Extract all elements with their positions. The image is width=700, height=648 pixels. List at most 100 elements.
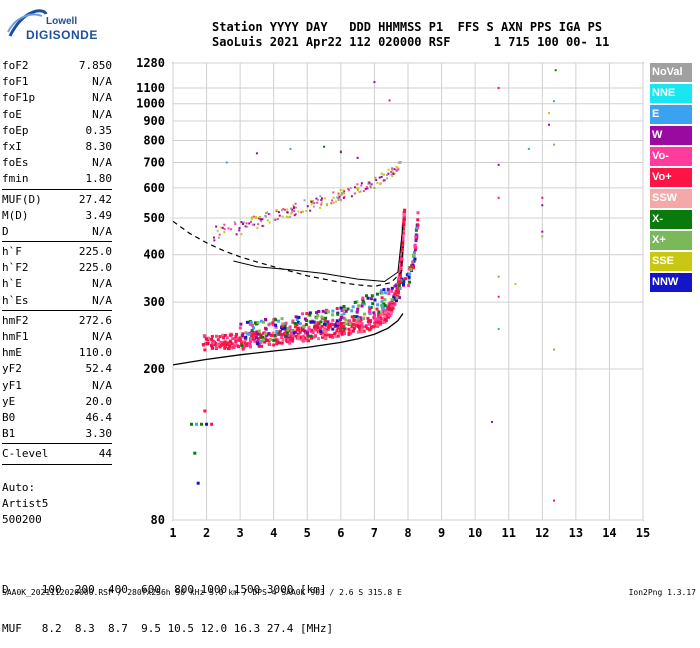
multihop-echo [283,208,286,211]
multihop-echo [391,168,394,171]
o-trace-echo [372,315,376,319]
o-trace-echo [362,329,366,333]
param-value: 8.30 [85,139,113,153]
o-trace-echo [234,334,238,338]
x-trace-echo [366,296,370,300]
x-tick-label: 6 [337,526,344,540]
param-row: h`Es N/A [2,293,112,309]
o-trace-echo [342,321,346,325]
o-trace-echo [369,327,373,331]
param-label: foEp [2,123,29,137]
sparse-echo [553,499,556,502]
param-label: MUF(D) [2,192,42,206]
o-trace-echo [259,333,263,337]
x-trace-echo [351,305,355,309]
o-trace-echo [372,321,376,325]
param-row: yF1 N/A [2,378,112,394]
o-trace-echo [380,320,384,324]
multihop-echo [291,208,294,211]
o-trace-echo [334,335,338,339]
sparse-echo [289,147,292,150]
o-trace-echo [401,227,405,231]
x-trace-echo [407,272,411,276]
x-trace-echo [397,296,401,300]
o-trace-echo [287,340,291,344]
multihop-echo [378,176,381,179]
x-trace-echo [409,267,413,271]
o-trace-echo [400,245,404,249]
multihop-echo [310,203,313,206]
e-layer-echo [193,451,197,455]
sparse-echo [541,235,544,238]
param-group-confidence: C-level 44 [2,446,112,462]
x-trace-echo [306,331,310,335]
multihop-echo [297,210,300,213]
multihop-echo [300,211,303,214]
o-trace-echo [213,341,217,345]
multihop-echo [282,208,285,211]
multihop-echo [320,203,323,206]
multihop-echo [392,172,395,175]
multihop-echo [386,177,389,180]
x-trace-echo [335,307,339,311]
o-trace-echo [339,328,343,332]
o-trace-echo [397,281,401,285]
param-value: 3.30 [85,427,113,441]
o-trace-echo [339,325,343,329]
autoscaling-info: Auto: Artist5 500200 [2,480,48,528]
x-trace-echo [360,304,364,308]
multihop-echo [245,222,248,225]
x-trace-echo [308,311,312,315]
multihop-echo [319,206,322,209]
o-trace-echo [343,327,347,331]
x-trace-echo [271,321,275,325]
multihop-echo [293,210,296,213]
o-trace-echo [401,241,405,245]
sparse-echo [497,196,500,199]
param-value: 225.0 [78,245,112,259]
param-label: fxI [2,139,22,153]
o-trace-echo [268,343,272,347]
o-trace-echo [228,344,232,348]
o-trace-echo [392,294,396,298]
multihop-echo [223,231,226,234]
x-trace-echo [356,317,360,321]
x-trace-echo [416,211,420,215]
x-trace-echo [339,315,343,319]
legend-item: X- [650,210,692,229]
o-trace-echo [377,317,381,321]
x-trace-echo [317,310,321,314]
multihop-echo [265,215,268,218]
x-trace-echo [413,248,417,252]
multihop-echo [277,211,280,214]
o-trace-echo [242,344,246,348]
param-label: h`F [2,245,22,259]
o-trace-echo [356,325,360,329]
x-trace-echo [336,326,340,330]
multihop-echo [294,202,297,205]
o-trace-echo [400,257,404,261]
divider [2,188,112,190]
x-trace-echo [327,326,331,330]
multihop-echo [215,225,218,228]
o-trace-echo [360,327,364,331]
x-trace-echo [355,315,359,319]
multihop-echo [268,213,271,216]
x-trace-echo [251,326,255,330]
multihop-echo [325,202,328,205]
o-trace-echo [365,326,369,330]
multihop-echo [313,202,316,205]
x-trace-echo [334,323,338,327]
multihop-echo [320,197,323,200]
multihop-echo [342,197,345,200]
multihop-echo [364,187,367,190]
legend-item: SSW [650,189,692,208]
o-trace-echo [343,332,347,336]
x-trace-echo [407,283,411,287]
x-trace-echo [280,317,284,321]
y-tick-label: 600 [143,181,165,195]
multihop-echo [320,201,323,204]
x-trace-echo [361,298,365,302]
o-trace-echo [206,342,210,346]
x-trace-echo [355,300,359,304]
